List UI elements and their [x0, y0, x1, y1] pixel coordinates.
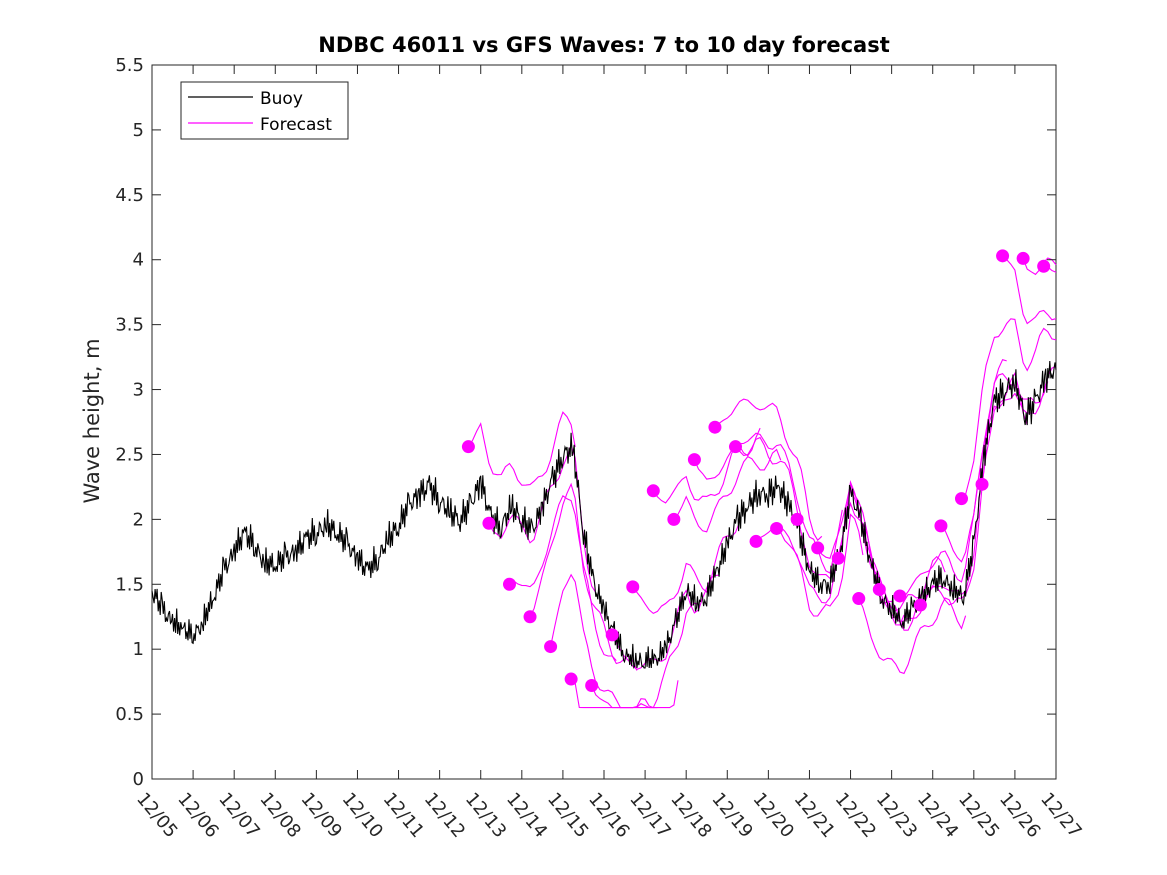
forecast-point [461, 440, 475, 454]
forecast-series-line [1002, 255, 1057, 325]
y-tick-label: 0 [133, 769, 144, 790]
forecast-point [749, 534, 763, 548]
y-tick-label: 4.5 [115, 185, 144, 206]
forecast-point [626, 580, 640, 594]
forecast-points [461, 249, 1051, 693]
y-tick-label: 3 [133, 380, 144, 401]
forecast-series-line [673, 448, 782, 533]
y-tick-label: 2.5 [115, 444, 144, 465]
forecast-point [708, 420, 722, 434]
forecast-point [913, 598, 927, 612]
legend-buoy-label: Buoy [260, 89, 303, 109]
y-tick-label: 1.5 [115, 574, 144, 595]
y-axis-label: Wave height, m [80, 338, 104, 503]
plot-frame [151, 64, 1057, 780]
forecast-point [605, 628, 619, 642]
y-tick-label: 2 [133, 509, 144, 530]
forecast-series-line [529, 482, 638, 671]
forecast-point [852, 592, 866, 606]
plot-area [151, 64, 1057, 780]
forecast-point [811, 541, 825, 555]
y-tick-label: 4 [133, 250, 144, 271]
y-axis: 0 0.5 1 1.5 2 2.5 3 3.5 4 4.5 5 5.5 [115, 55, 1056, 790]
forecast-point [893, 589, 907, 603]
forecast-point [831, 551, 845, 565]
forecast-series-line [467, 411, 576, 486]
forecast-point [544, 640, 558, 654]
forecast-point [770, 521, 784, 535]
forecast-series-line [632, 521, 741, 615]
forecast-point [564, 672, 578, 686]
y-tick-label: 5.5 [115, 55, 144, 76]
forecast-point [975, 477, 989, 491]
forecast-series-line [899, 359, 1007, 598]
forecast-series-line [652, 427, 761, 504]
y-tick-label: 3.5 [115, 315, 144, 336]
forecast-series-line [509, 494, 617, 661]
forecast-point [1037, 259, 1051, 273]
y-tick-label: 1 [133, 639, 144, 660]
y-tick-label: 0.5 [115, 704, 144, 725]
forecast-series-line [693, 436, 802, 534]
buoy-series-line [151, 360, 1057, 669]
forecast-point [1016, 251, 1030, 265]
forecast-point [954, 492, 968, 506]
forecast-series-line [961, 318, 1057, 499]
forecast-point [687, 453, 701, 467]
legend-box [180, 81, 349, 140]
forecast-point [482, 516, 496, 530]
forecast-series-line [591, 602, 699, 709]
forecast-point [585, 679, 599, 693]
y-tick-label: 5 [133, 120, 144, 141]
forecast-point [667, 512, 681, 526]
forecast-point [996, 249, 1010, 263]
chart-title: NDBC 46011 vs GFS Waves: 7 to 10 day for… [318, 33, 889, 57]
forecast-point [934, 519, 948, 533]
forecast-series-line [714, 398, 823, 542]
forecast-point [872, 582, 886, 596]
legend-forecast-label: Forecast [260, 115, 332, 135]
forecast-series-line [858, 597, 967, 675]
forecast-point [502, 577, 516, 591]
forecast-point [523, 610, 537, 624]
legend: Buoy Forecast [180, 81, 349, 140]
forecast-series-line [550, 573, 658, 709]
forecast-point [790, 512, 804, 526]
forecast-point [646, 484, 660, 498]
forecast-point [728, 440, 742, 454]
forecast-series-line [735, 432, 843, 574]
